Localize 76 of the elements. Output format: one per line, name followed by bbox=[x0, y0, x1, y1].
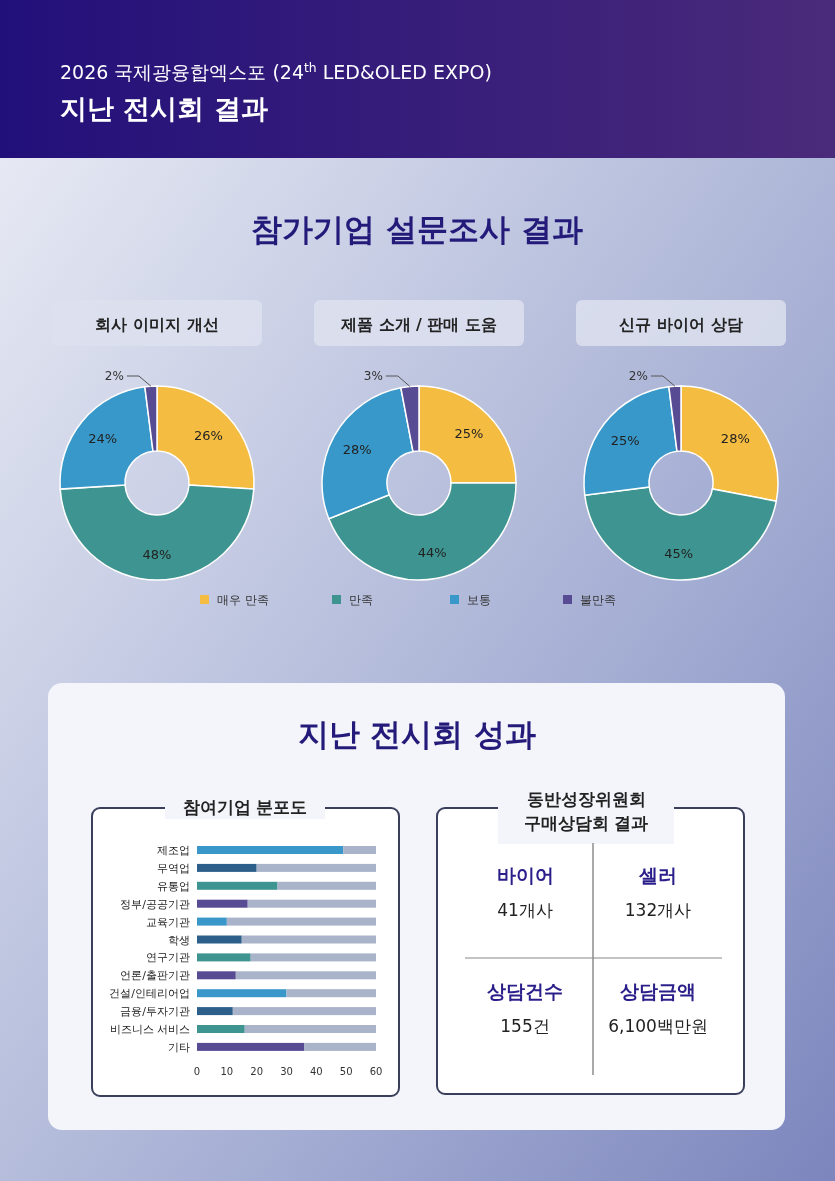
text: 지난 전시회 결과 bbox=[60, 93, 268, 124]
text: 지난 전시회 성과 bbox=[297, 716, 537, 752]
bar bbox=[197, 846, 344, 854]
legend-label: 보통 bbox=[467, 593, 491, 607]
legend-label: 만족 bbox=[349, 593, 373, 607]
x-tick-label: 50 bbox=[339, 1066, 353, 1077]
x-tick-label: 10 bbox=[220, 1066, 234, 1077]
bar bbox=[232, 1007, 376, 1016]
data-label: 3% bbox=[363, 369, 383, 383]
text: 132개사 bbox=[624, 900, 692, 920]
bar bbox=[247, 899, 376, 908]
text: 상담건수 bbox=[487, 980, 563, 1002]
bar bbox=[197, 971, 236, 980]
legend-label: 불만족 bbox=[580, 593, 616, 607]
chart-title: 회사 이미지 개선 bbox=[95, 315, 219, 334]
bar bbox=[197, 1042, 305, 1051]
bar bbox=[250, 953, 376, 962]
x-tick-label: 30 bbox=[280, 1066, 293, 1077]
legend-label: 매우 만족 bbox=[217, 593, 269, 607]
text: 상담금액 bbox=[620, 980, 696, 1002]
data-label: 26% bbox=[193, 427, 223, 443]
text: 2026 국제광융합엑스포 (24$^{th}$ LED&OLED EXPO) bbox=[60, 61, 492, 83]
bar bbox=[235, 971, 376, 980]
bar bbox=[197, 899, 248, 908]
bar bbox=[197, 1007, 233, 1016]
data-label: 45% bbox=[664, 546, 694, 562]
data-label: 44% bbox=[417, 545, 447, 561]
bar bbox=[241, 935, 376, 944]
chart-title: 참여기업 분포도 bbox=[182, 797, 308, 817]
y-tick-label: 유통업 bbox=[157, 879, 190, 893]
bar bbox=[286, 989, 376, 998]
y-tick-label: 건설/인테리어업 bbox=[109, 987, 190, 1001]
x-tick-label: 40 bbox=[309, 1066, 323, 1077]
x-tick-label: 0 bbox=[193, 1066, 201, 1077]
y-tick-label: 비즈니스 서비스 bbox=[109, 1023, 190, 1036]
y-tick-label: 학생 bbox=[168, 933, 190, 947]
y-tick-label: 정부/공공기관 bbox=[120, 897, 190, 911]
data-label: 2% bbox=[104, 369, 124, 383]
chart-title: 신규 바이어 상담 bbox=[619, 315, 743, 334]
bar bbox=[197, 863, 257, 872]
bar bbox=[226, 917, 376, 926]
chart-title: 제품 소개 / 판매 도움 bbox=[339, 315, 498, 334]
text: 41개사 bbox=[497, 900, 553, 920]
bar bbox=[304, 1042, 376, 1051]
data-label: 25% bbox=[610, 432, 640, 448]
x-tick-label: 20 bbox=[250, 1066, 264, 1077]
text: 셀러 bbox=[638, 864, 677, 886]
y-tick-label: 무역업 bbox=[157, 861, 190, 875]
data-label: 28% bbox=[720, 431, 750, 447]
bar bbox=[197, 1025, 245, 1033]
data-label: 28% bbox=[342, 442, 372, 458]
bar bbox=[197, 881, 278, 890]
bar bbox=[197, 953, 251, 962]
bar bbox=[277, 881, 376, 890]
text: 바이어 bbox=[496, 864, 554, 886]
data-label: 25% bbox=[454, 426, 484, 442]
bar bbox=[244, 1025, 376, 1033]
y-tick-label: 금융/투자기관 bbox=[120, 1005, 190, 1019]
bar bbox=[197, 989, 287, 998]
bar bbox=[343, 846, 376, 854]
bar bbox=[197, 917, 227, 926]
y-tick-label: 제조업 bbox=[157, 844, 190, 857]
y-tick-label: 교육기관 bbox=[146, 915, 190, 929]
bar bbox=[197, 935, 242, 944]
data-label: 24% bbox=[88, 431, 118, 447]
text: 155건 bbox=[500, 1016, 550, 1036]
x-tick-label: 60 bbox=[369, 1066, 383, 1077]
y-tick-label: 연구기관 bbox=[146, 951, 190, 965]
text: 참가기업 설문조사 결과 bbox=[251, 211, 583, 247]
text: 6,100백만원 bbox=[608, 1016, 708, 1036]
data-label: 2% bbox=[628, 369, 648, 383]
y-tick-label: 언론/출판기관 bbox=[120, 969, 190, 983]
bar bbox=[256, 863, 376, 872]
data-label: 48% bbox=[142, 546, 172, 562]
y-tick-label: 기타 bbox=[168, 1040, 190, 1054]
text: 동반성장위원회 구매상담회 결과 bbox=[523, 789, 649, 833]
